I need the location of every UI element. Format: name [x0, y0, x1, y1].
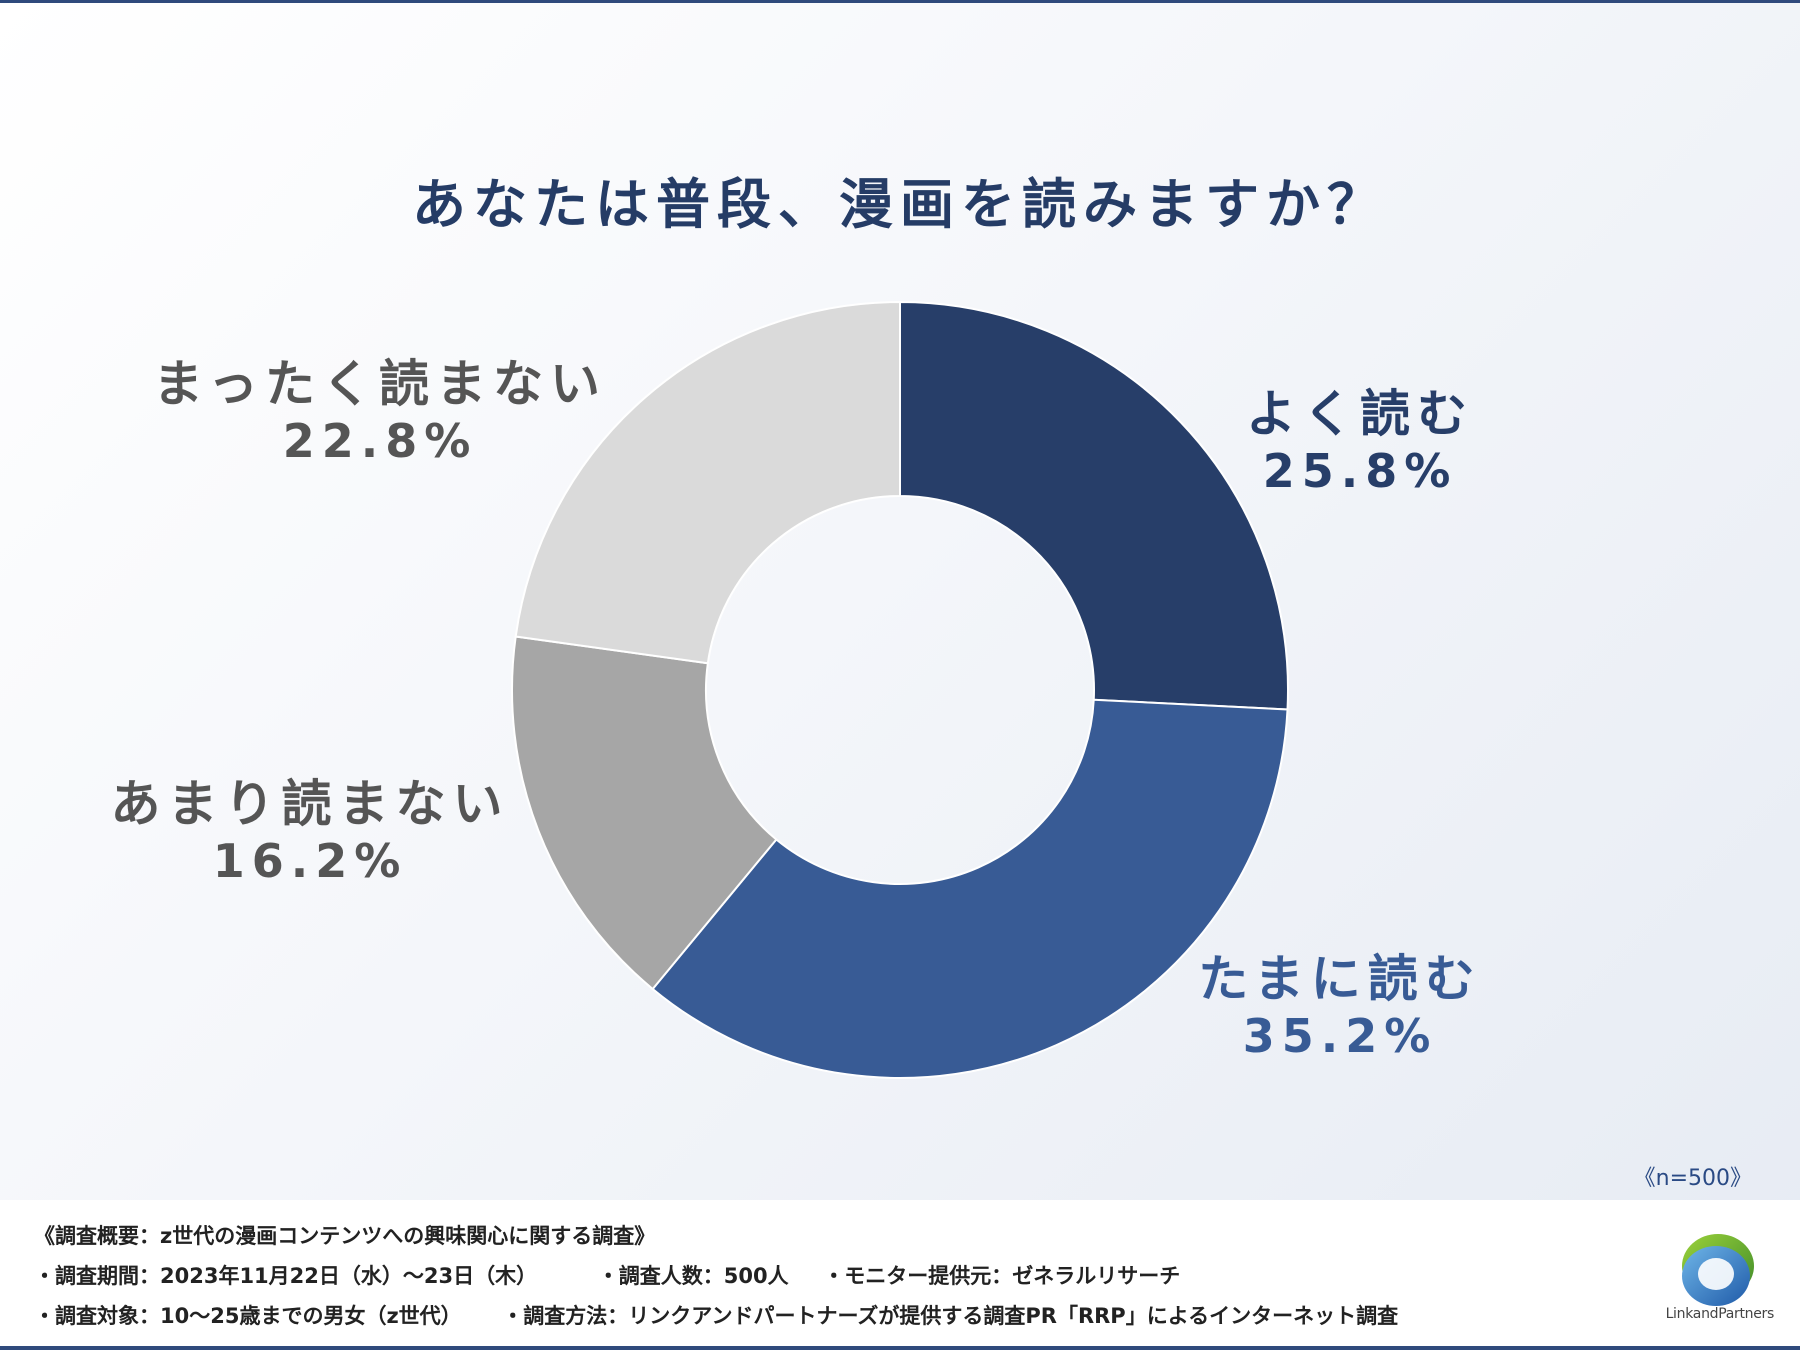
value-label-never: 22.8%: [282, 414, 478, 468]
bottom-rule: [0, 1346, 1800, 1350]
top-rule: [0, 0, 1800, 3]
survey-method: ・調査方法：リンクアンドパートナーズが提供する調査PR「RRP」によるインターネ…: [502, 1304, 1399, 1328]
value-label-often: 25.8%: [1262, 444, 1458, 498]
slice-rarely: [511, 635, 778, 991]
slice-often: [899, 300, 1289, 711]
label-rarely: あまり読まない 16.2%: [100, 775, 520, 888]
logo-name: LinkandPartners: [1665, 1306, 1775, 1322]
chart-title: あなたは普段、漫画を読みますか？: [412, 173, 1388, 236]
category-label-often: よく読む: [1246, 385, 1474, 443]
label-often: よく読む 25.8%: [1210, 385, 1510, 498]
survey-target: ・調査対象：10～25歳までの男女（z世代）: [34, 1304, 462, 1328]
survey-period: ・調査期間：2023年11月22日（水）～23日（木）: [34, 1264, 538, 1288]
slice-sometimes: [651, 698, 1289, 1079]
donut-chart: [511, 300, 1289, 1079]
category-label-never: まったく読まない: [153, 355, 607, 413]
label-sometimes: たまに読む 35.2%: [1180, 950, 1500, 1063]
survey-target-line: ・調査対象：10～25歳までの男女（z世代） ・調査方法：リンクアンドパートナー…: [34, 1300, 1398, 1330]
survey-period-line: ・調査期間：2023年11月22日（水）～23日（木） ・調査人数：500人 ・…: [34, 1260, 1180, 1290]
footer: 《調査概要：z世代の漫画コンテンツへの興味関心に関する調査》 ・調査期間：202…: [0, 1200, 1800, 1346]
slice-never: [514, 300, 901, 665]
label-never: まったく読まない 22.8%: [140, 355, 620, 468]
survey-monitor: ・モニター提供元：ゼネラルリサーチ: [823, 1264, 1181, 1288]
survey-heading: 《調査概要：z世代の漫画コンテンツへの興味関心に関する調査》: [34, 1224, 656, 1248]
link-and-partners-logo-icon: [1682, 1234, 1754, 1306]
category-label-rarely: あまり読まない: [110, 775, 510, 833]
survey-respondents: ・調査人数：500人: [597, 1264, 789, 1288]
value-label-sometimes: 35.2%: [1242, 1009, 1438, 1063]
value-label-rarely: 16.2%: [212, 834, 408, 888]
sample-size-label: 《n=500》: [1633, 1166, 1752, 1191]
category-label-sometimes: たまに読む: [1198, 950, 1482, 1008]
